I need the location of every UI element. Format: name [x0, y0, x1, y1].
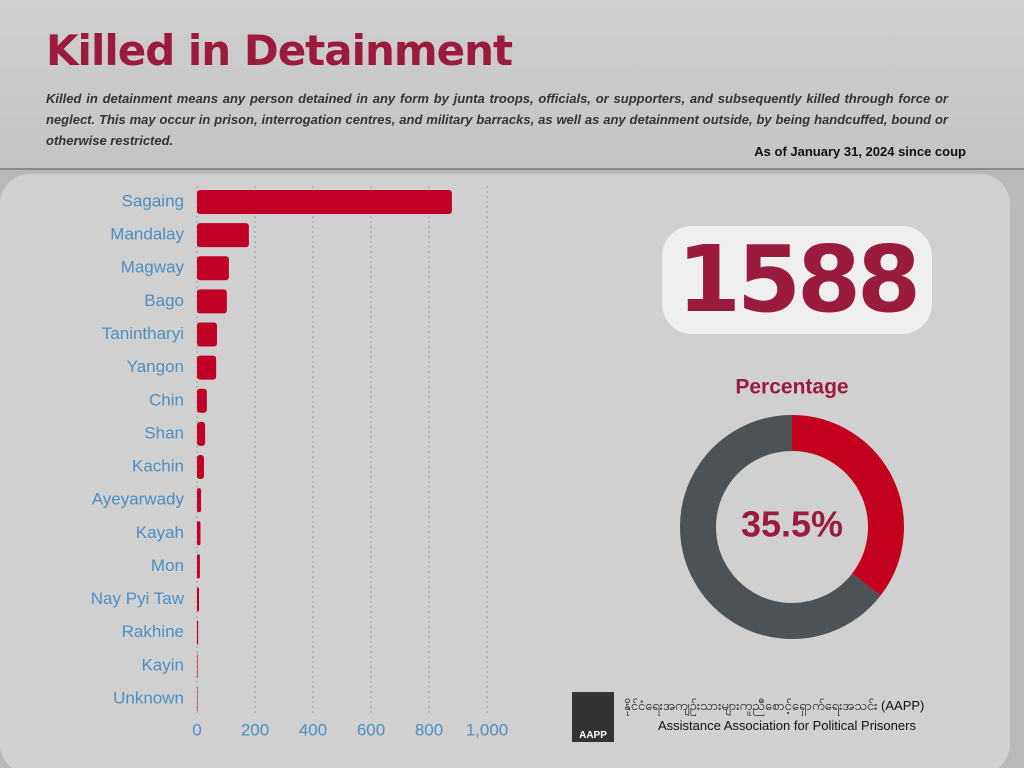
y-tick-label: Bago: [144, 291, 184, 310]
bar: [197, 355, 217, 380]
donut-label: 35.5%: [741, 504, 843, 545]
x-tick-label: 200: [241, 720, 269, 739]
y-tick-label: Magway: [121, 258, 185, 277]
logo: AAPP: [572, 692, 614, 742]
bar: [197, 388, 207, 413]
y-tick-label: Tanintharyi: [102, 324, 184, 343]
bar: [197, 587, 200, 612]
y-tick-label: Nay Pyi Taw: [91, 589, 185, 608]
x-tick-label: 400: [299, 720, 327, 739]
y-tick-label: Mandalay: [110, 225, 184, 244]
donut-segment: [680, 415, 881, 639]
org-local-name: နိုင်ငံရေးအကျဉ်းသားများကူညီစောင့်ရှောက်ရ…: [624, 698, 925, 713]
y-tick-label: Sagaing: [122, 191, 184, 210]
x-tick-label: 600: [357, 720, 385, 739]
header-band: Killed in Detainment Killed in detainmen…: [0, 0, 1024, 170]
y-tick-label: Shan: [144, 423, 184, 442]
y-tick-label: Kayin: [141, 655, 184, 674]
date-note: As of January 31, 2024 since coup: [754, 144, 966, 159]
bar: [197, 421, 206, 446]
bar: [197, 455, 204, 480]
bar: [197, 521, 201, 546]
x-tick-label: 0: [192, 720, 201, 739]
y-tick-label: Kayah: [136, 523, 184, 542]
y-tick-label: Ayeyarwady: [92, 490, 185, 509]
bar: [197, 289, 227, 314]
y-tick-label: Unknown: [113, 688, 184, 707]
x-tick-label: 800: [415, 720, 443, 739]
y-tick-label: Mon: [151, 556, 184, 575]
bar: [197, 322, 218, 347]
donut-segment: [791, 415, 904, 596]
bar: [197, 256, 229, 281]
bar: [197, 653, 198, 678]
bar: [197, 223, 249, 248]
y-tick-label: Kachin: [132, 457, 184, 476]
donut-title: Percentage: [735, 376, 848, 399]
bar: [197, 554, 200, 579]
bar: [197, 686, 198, 711]
y-tick-label: Chin: [149, 390, 184, 409]
description: Killed in detainment means any person de…: [46, 91, 948, 148]
y-tick-label: Rakhine: [122, 622, 184, 641]
org-english-name: Assistance Association for Political Pri…: [658, 718, 916, 733]
bar: [197, 620, 199, 645]
x-tick-label: 1,000: [466, 720, 509, 739]
y-tick-label: Yangon: [127, 357, 184, 376]
page-title: Killed in Detainment: [46, 26, 513, 75]
bar: [197, 190, 452, 214]
total-count: 1588: [662, 226, 932, 334]
bar: [197, 488, 202, 513]
